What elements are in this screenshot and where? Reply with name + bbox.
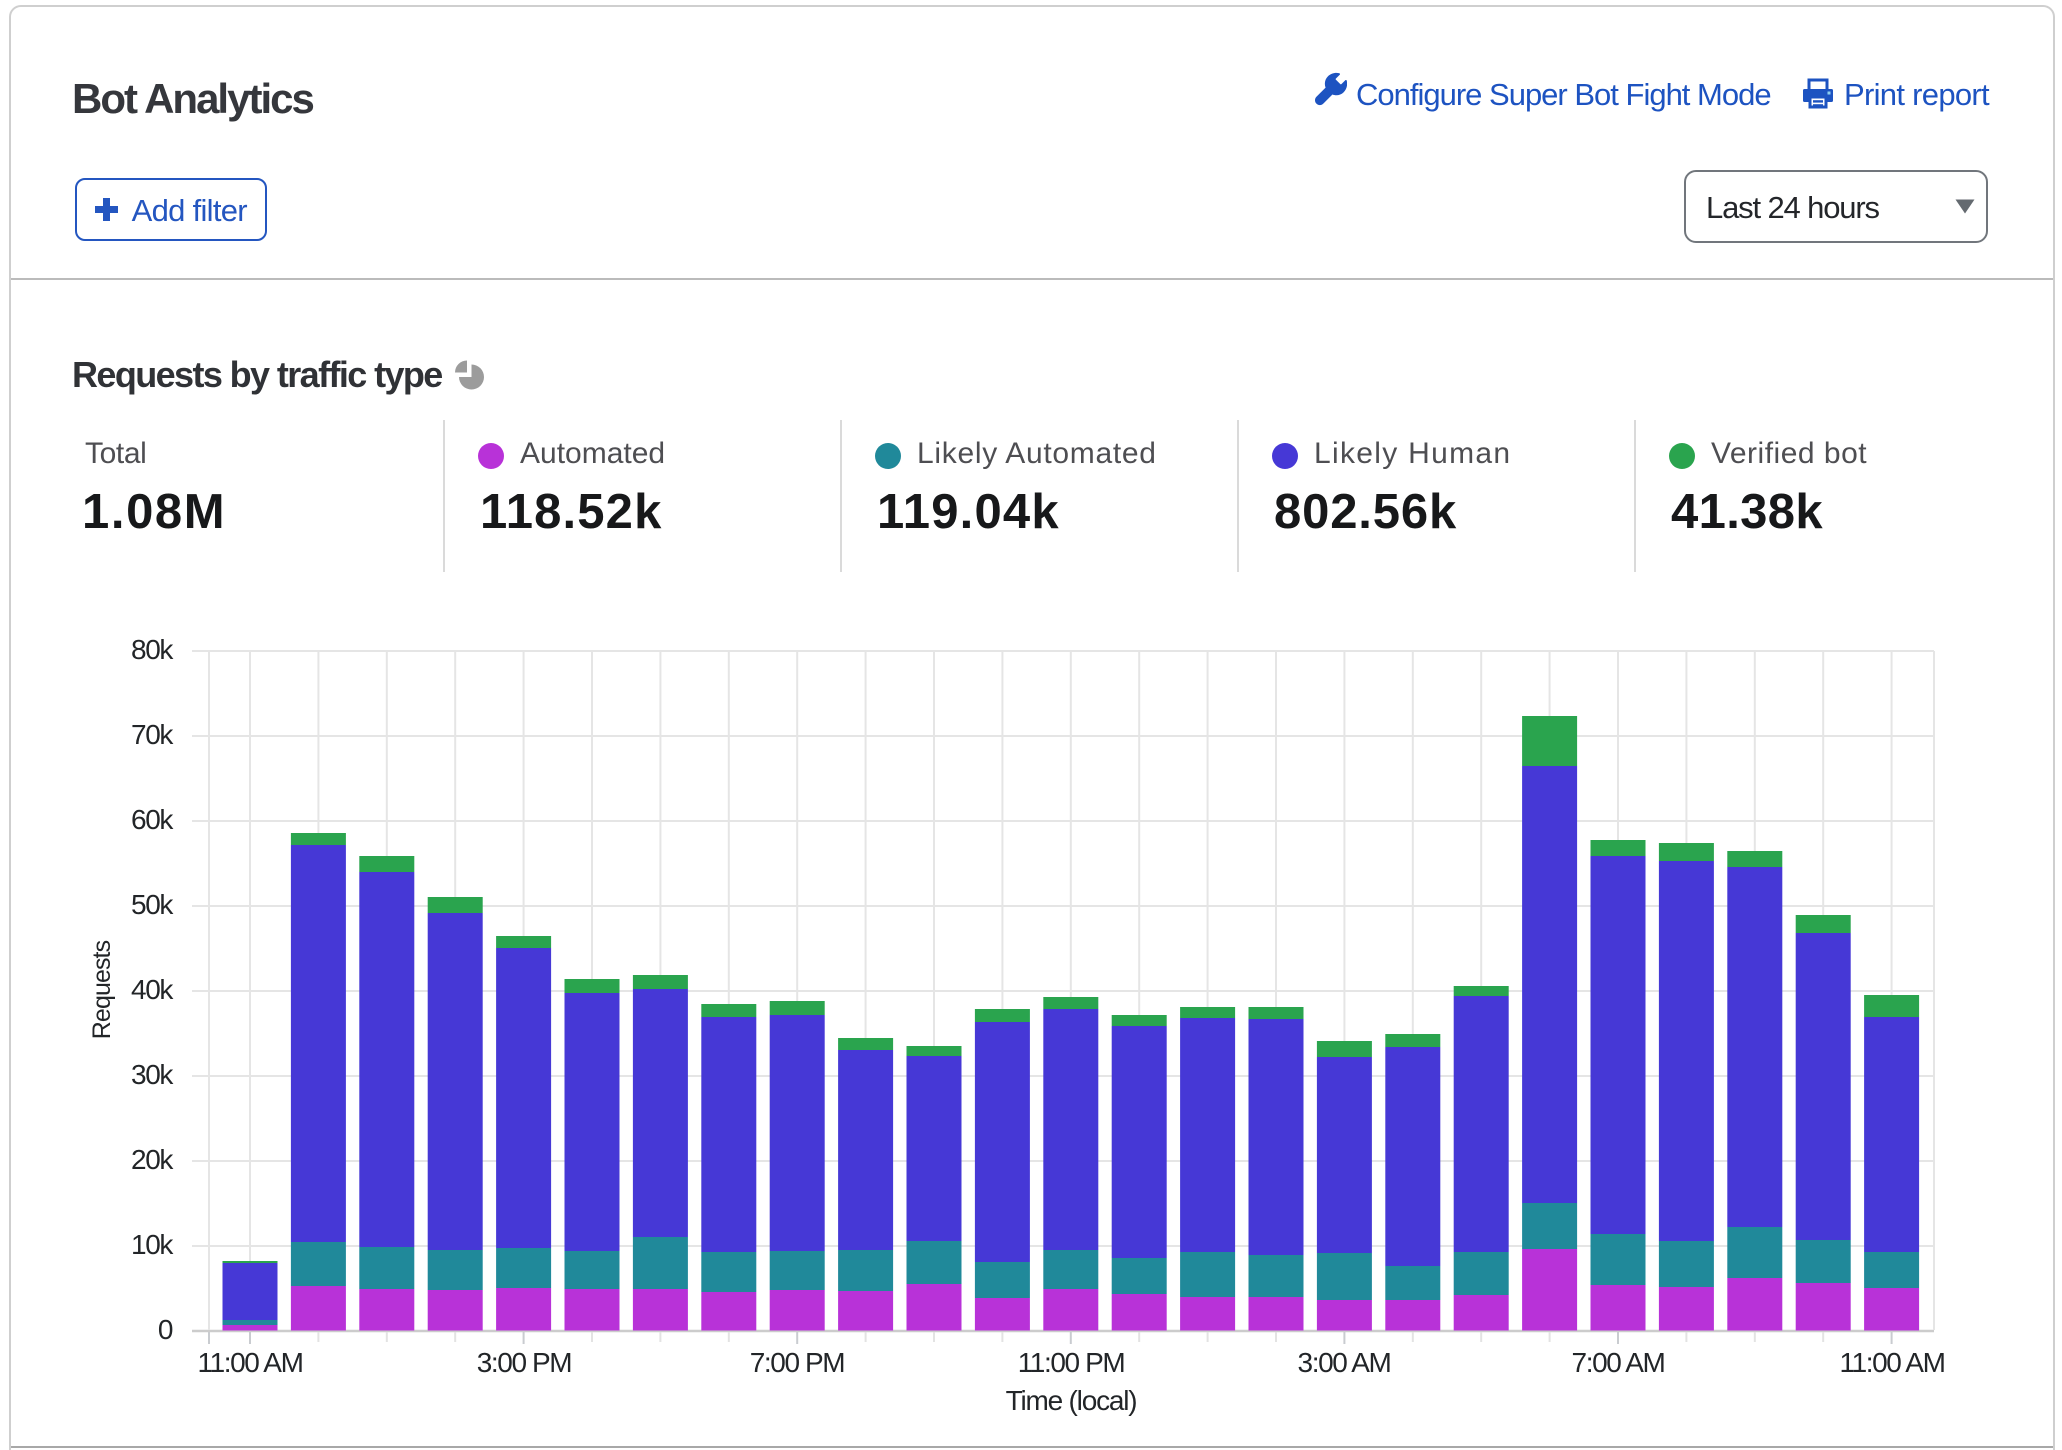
svg-text:60k: 60k xyxy=(131,804,174,835)
svg-text:Time (local): Time (local) xyxy=(1006,1385,1137,1416)
svg-text:Requests: Requests xyxy=(88,940,116,1039)
svg-text:3:00 AM: 3:00 AM xyxy=(1298,1347,1391,1378)
svg-text:80k: 80k xyxy=(131,634,174,665)
svg-text:11:00 AM: 11:00 AM xyxy=(197,1347,302,1378)
svg-text:3:00 PM: 3:00 PM xyxy=(477,1347,572,1378)
svg-text:7:00 PM: 7:00 PM xyxy=(750,1347,845,1378)
svg-text:40k: 40k xyxy=(131,974,174,1005)
svg-text:11:00 AM: 11:00 AM xyxy=(1839,1347,1944,1378)
svg-text:11:00 PM: 11:00 PM xyxy=(1018,1347,1125,1378)
svg-text:20k: 20k xyxy=(131,1144,174,1175)
svg-text:10k: 10k xyxy=(131,1229,174,1260)
svg-text:30k: 30k xyxy=(131,1059,174,1090)
svg-text:7:00 AM: 7:00 AM xyxy=(1572,1347,1665,1378)
svg-text:0: 0 xyxy=(158,1314,173,1345)
svg-text:50k: 50k xyxy=(131,889,174,920)
svg-text:70k: 70k xyxy=(131,719,174,750)
